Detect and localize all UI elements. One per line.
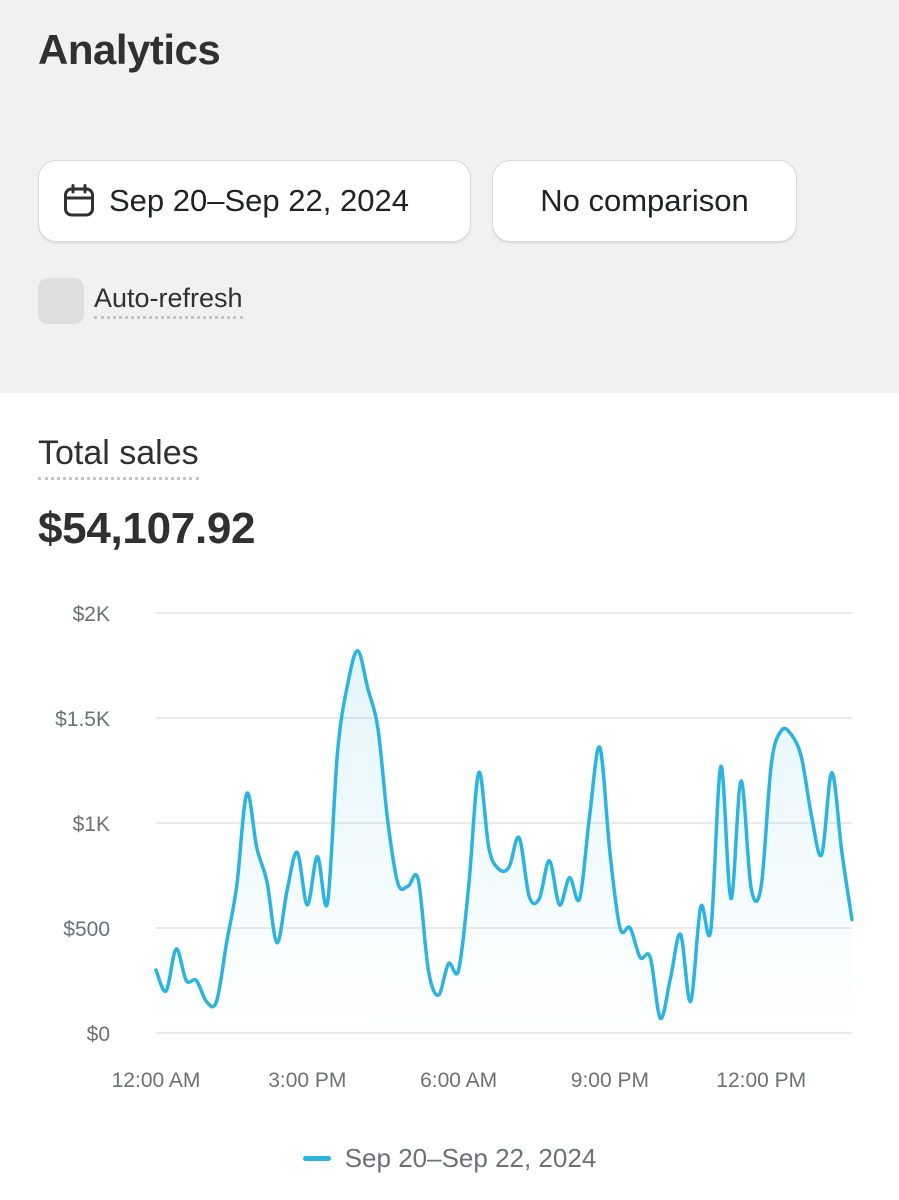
auto-refresh-checkbox[interactable] <box>38 278 84 324</box>
auto-refresh-label[interactable]: Auto-refresh <box>94 283 243 319</box>
x-tick-label: 12:00 AM <box>112 1069 201 1092</box>
comparison-label: No comparison <box>540 183 749 218</box>
x-tick-label: 9:00 PM <box>571 1069 649 1092</box>
x-tick-label: 12:00 PM <box>716 1069 806 1092</box>
y-tick-label: $0 <box>87 1023 110 1046</box>
date-range-button[interactable]: Sep 20–Sep 22, 2024 <box>38 160 471 242</box>
sales-chart: $2K $1.5K $1K $500 $012:00 AM 3:00 PM 6:00 AM 9… <box>55 603 854 1092</box>
y-tick-label: $2K <box>73 603 110 626</box>
comparison-button[interactable]: No comparison <box>492 160 797 242</box>
header-panel: Analytics Sep 20–Sep 22, 2024 No compari… <box>0 0 899 393</box>
metric-value: $54,107.92 <box>38 504 256 553</box>
y-tick-label: $1K <box>73 813 110 836</box>
x-tick-label: 6:00 AM <box>420 1069 497 1092</box>
page-title: Analytics <box>38 26 221 73</box>
auto-refresh-toggle[interactable]: Auto-refresh <box>38 278 243 324</box>
calendar-icon <box>64 184 94 217</box>
y-tick-label: $500 <box>63 918 110 941</box>
series-area <box>156 650 852 1033</box>
x-tick-label: 3:00 PM <box>268 1069 346 1092</box>
y-tick-label: $1.5K <box>55 708 110 731</box>
series-line[interactable] <box>154 649 854 1021</box>
legend-label: Sep 20–Sep 22, 2024 <box>344 1142 597 1173</box>
legend-swatch <box>302 1155 331 1161</box>
date-range-label: Sep 20–Sep 22, 2024 <box>109 183 409 218</box>
metric-title[interactable]: Total sales <box>38 434 199 480</box>
chart-legend: Sep 20–Sep 22, 2024 <box>0 1138 899 1178</box>
